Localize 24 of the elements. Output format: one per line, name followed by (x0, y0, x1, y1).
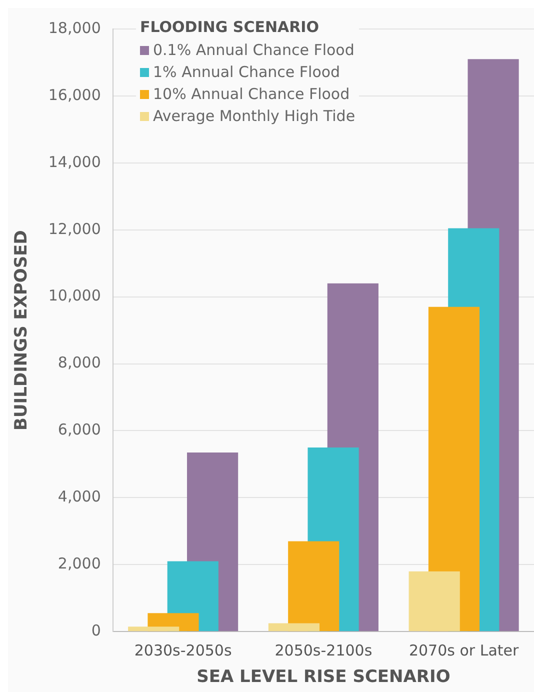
y-axis-title: BUILDINGS EXPOSED (12, 230, 32, 430)
legend-label: 1% Annual Chance Flood (153, 62, 340, 83)
y-tick-label: 12,000 (48, 220, 101, 238)
x-tick-label: 2070s or Later (408, 641, 520, 660)
bar (408, 571, 460, 632)
y-tick-label: 16,000 (48, 86, 101, 104)
x-tick-label: 2030s-2050s (134, 641, 232, 660)
y-tick-label: 8,000 (58, 354, 101, 372)
bar (128, 626, 180, 632)
y-tick-label: 4,000 (58, 488, 101, 506)
bar (268, 623, 320, 632)
legend-title: FLOODING SCENARIO (140, 18, 320, 36)
y-tick-label: 10,000 (48, 286, 101, 305)
bar (288, 541, 340, 632)
legend-label: 0.1% Annual Chance Flood (153, 40, 354, 61)
x-tick-label: 2050s-2100s (274, 641, 372, 660)
y-tick-label: 2,000 (58, 554, 101, 573)
y-tick-label: 6,000 (58, 420, 101, 439)
y-tick-label: 18,000 (48, 18, 101, 37)
y-tick-label: 14,000 (48, 152, 101, 171)
x-axis-title: SEA LEVEL RISE SCENARIO (196, 667, 450, 688)
legend-label: Average Monthly High Tide (153, 106, 356, 127)
y-tick-label: 0 (91, 621, 101, 640)
legend-label: 10% Annual Chance Flood (153, 84, 350, 105)
